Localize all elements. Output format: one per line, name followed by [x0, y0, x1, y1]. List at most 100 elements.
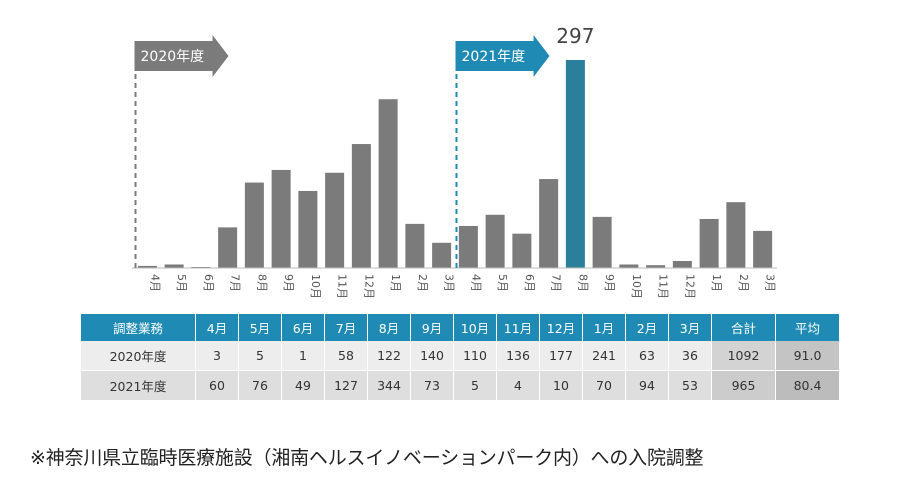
table-header-cell: 12月 [540, 314, 582, 341]
table-header-cell: 10月 [454, 314, 496, 341]
table-cell: 73 [411, 371, 453, 400]
fiscal-year-markers: 2020年度 2021年度 [134, 35, 550, 268]
table-cell: 965 [712, 371, 775, 400]
bars [137, 60, 773, 268]
table-cell: 10 [540, 371, 582, 400]
x-tick-label: 4月 [469, 274, 482, 292]
footnote: ※神奈川県立臨時医療施設（湘南ヘルスイノベーションパーク内）への入院調整 [30, 447, 704, 469]
table-cell: 70 [583, 371, 625, 400]
table-cell: 91.0 [776, 341, 839, 371]
table-cell: 1092 [712, 341, 775, 371]
table-header-cell: 6月 [282, 314, 324, 341]
data-table: 調整業務 4月 5月 6月 7月 8月 9月 10月 11月 12月 1月 2月 3月 合計 平均 2020… [80, 314, 840, 400]
table-header-cell: 2月 [626, 314, 668, 341]
table-header-cell: 4月 [196, 314, 238, 341]
bar [244, 182, 264, 268]
table-cell: 80.4 [776, 371, 839, 400]
bar [378, 99, 398, 268]
bar [164, 264, 184, 268]
table-cell: 1 [282, 341, 324, 371]
bar [485, 214, 505, 268]
x-tick-labels: 4月 5月 6月 7月 8月 9月 10月 11月 12月 1月 2月 3月 4月 5月 6月 7月 8月 9月 1… [148, 274, 776, 299]
table-cell: 36 [669, 341, 711, 371]
table-cell: 110 [454, 341, 496, 371]
x-tick-label: 2月 [416, 274, 429, 292]
table-cell: 94 [626, 371, 668, 400]
x-tick-label: 6月 [523, 274, 536, 292]
x-tick-label: 9月 [282, 274, 295, 292]
bar [646, 265, 666, 268]
table-header-cell: 調整業務 [81, 314, 195, 341]
x-tick-label: 11月 [657, 274, 670, 299]
bar [539, 179, 559, 268]
x-tick-label: 5月 [175, 274, 188, 292]
fiscal-year-label: 2021年度 [462, 49, 526, 65]
peak-label: 297 [556, 24, 594, 48]
bar [699, 218, 719, 268]
table-header-cell: 7月 [325, 314, 367, 341]
bar [405, 223, 425, 268]
table-cell: 5 [239, 341, 281, 371]
table-row: 2021年度 60 76 49 127 344 73 5 4 10 70 94 53 965 80.4 [81, 371, 839, 400]
table-cell: 177 [540, 341, 582, 371]
table-cell: 2021年度 [81, 371, 195, 400]
fiscal-year-arrow [455, 35, 550, 77]
bar [592, 216, 612, 268]
table-cell: 53 [669, 371, 711, 400]
table-body: 2020年度 3 5 1 58 122 140 110 136 177 241 63 36 1092 91.… [81, 341, 839, 400]
table-cell: 58 [325, 341, 367, 371]
table-cell: 3 [196, 341, 238, 371]
x-tick-label: 9月 [603, 274, 616, 292]
x-tick-label: 1月 [710, 274, 723, 292]
bar-chart: 4月 5月 6月 7月 8月 9月 10月 11月 12月 1月 2月 3月 4月 5月 6月 7月 8月 9月 1… [132, 24, 777, 299]
x-tick-label: 12月 [362, 274, 375, 299]
bar [672, 260, 692, 268]
fiscal-year-arrow [134, 35, 229, 77]
bar [619, 264, 639, 268]
table-cell: 127 [325, 371, 367, 400]
table-header-row: 調整業務 4月 5月 6月 7月 8月 9月 10月 11月 12月 1月 2月 3月 合計 平均 [81, 314, 839, 341]
table-header-cell: 9月 [411, 314, 453, 341]
fiscal-year-label: 2020年度 [141, 49, 205, 65]
bar [298, 190, 318, 268]
x-tick-label: 8月 [255, 274, 268, 292]
x-tick-label: 3月 [764, 274, 777, 292]
bar [218, 227, 238, 268]
table-cell: 4 [497, 371, 539, 400]
table-cell: 49 [282, 371, 324, 400]
table-cell: 344 [368, 371, 410, 400]
table-cell: 241 [583, 341, 625, 371]
bar [325, 172, 345, 268]
table-cell: 2020年度 [81, 341, 195, 371]
x-tick-label: 11月 [336, 274, 349, 299]
x-tick-label: 1月 [389, 274, 402, 292]
table-header-cell: 合計 [712, 314, 775, 341]
table-cell: 140 [411, 341, 453, 371]
x-tick-label: 10月 [309, 274, 322, 299]
bar [458, 225, 478, 268]
x-tick-label: 7月 [229, 274, 242, 292]
x-tick-label: 4月 [148, 274, 161, 292]
table-cell: 136 [497, 341, 539, 371]
table-header-cell: 1月 [583, 314, 625, 341]
x-tick-label: 12月 [683, 274, 696, 299]
x-tick-label: 2月 [737, 274, 750, 292]
bar [512, 233, 532, 268]
x-tick-label: 8月 [576, 274, 589, 292]
table-header-cell: 平均 [776, 314, 839, 341]
table-header-cell: 3月 [669, 314, 711, 341]
table-row: 2020年度 3 5 1 58 122 140 110 136 177 241 63 36 1092 91.… [81, 341, 839, 371]
table-cell: 63 [626, 341, 668, 371]
table-cell: 76 [239, 371, 281, 400]
x-tick-label: 10月 [630, 274, 643, 299]
bar [565, 60, 585, 268]
table-cell: 122 [368, 341, 410, 371]
bar [271, 169, 291, 268]
bar [351, 144, 371, 268]
bar [726, 202, 746, 268]
table-cell: 60 [196, 371, 238, 400]
bar [432, 242, 452, 268]
bar [137, 265, 157, 268]
table-cell: 5 [454, 371, 496, 400]
table-header-cell: 8月 [368, 314, 410, 341]
